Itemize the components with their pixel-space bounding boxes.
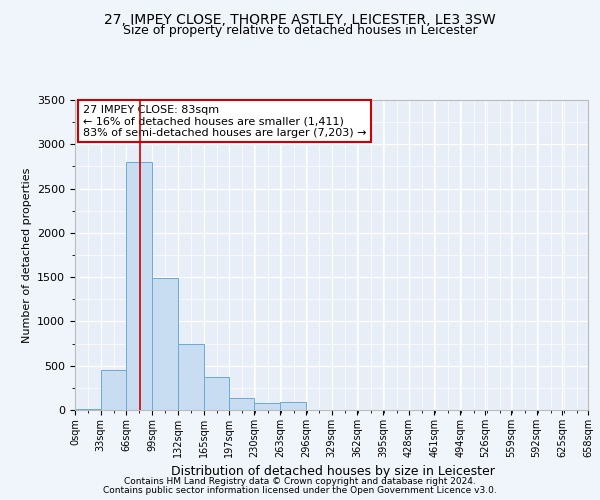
Bar: [152, 278, 178, 410]
Bar: [127, 162, 152, 410]
Bar: [101, 370, 127, 410]
Bar: [178, 344, 203, 410]
Text: Contains public sector information licensed under the Open Government Licence v3: Contains public sector information licen…: [103, 486, 497, 495]
Bar: [280, 402, 306, 410]
Text: Size of property relative to detached houses in Leicester: Size of property relative to detached ho…: [122, 24, 478, 37]
Bar: [254, 403, 280, 410]
Text: Contains HM Land Registry data © Crown copyright and database right 2024.: Contains HM Land Registry data © Crown c…: [124, 477, 476, 486]
Y-axis label: Number of detached properties: Number of detached properties: [22, 168, 32, 342]
Text: 27 IMPEY CLOSE: 83sqm
← 16% of detached houses are smaller (1,411)
83% of semi-d: 27 IMPEY CLOSE: 83sqm ← 16% of detached …: [83, 104, 366, 138]
Text: 27, IMPEY CLOSE, THORPE ASTLEY, LEICESTER, LE3 3SW: 27, IMPEY CLOSE, THORPE ASTLEY, LEICESTE…: [104, 12, 496, 26]
Bar: [229, 398, 254, 410]
Text: Distribution of detached houses by size in Leicester: Distribution of detached houses by size …: [171, 464, 495, 477]
Bar: [203, 377, 229, 410]
Bar: [75, 409, 101, 410]
